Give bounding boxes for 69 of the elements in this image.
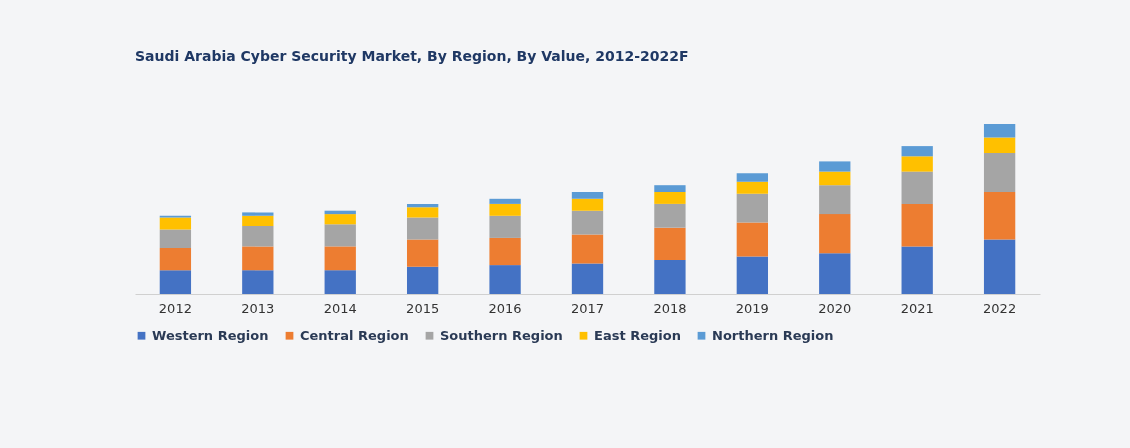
bar xyxy=(654,192,686,204)
bar xyxy=(901,156,933,172)
chart-title: Saudi Arabia Cyber Security Market, By Region, By Value, 2012-2022F xyxy=(135,48,689,64)
bar xyxy=(324,224,356,247)
x-tick-label: 2017 xyxy=(570,300,605,316)
x-tick-label: 2022 xyxy=(983,300,1017,316)
bar xyxy=(819,161,851,172)
x-tick-label: 2013 xyxy=(241,300,275,316)
x-tick-label: 2014 xyxy=(323,300,357,316)
bar xyxy=(406,207,439,218)
bar xyxy=(406,266,439,294)
x-tick-label: 2019 xyxy=(735,300,769,316)
bar xyxy=(654,203,686,228)
bar xyxy=(242,212,274,216)
bar xyxy=(983,152,1016,192)
legend-label: Western Region xyxy=(152,327,269,343)
bar xyxy=(406,217,439,240)
bar xyxy=(819,214,851,254)
bar xyxy=(571,234,604,264)
bar xyxy=(736,222,769,257)
legend-label: Northern Region xyxy=(712,327,834,343)
bar xyxy=(489,215,521,238)
bar xyxy=(242,215,274,226)
bar xyxy=(324,246,356,271)
bar xyxy=(983,192,1016,240)
bar xyxy=(489,237,521,266)
bar xyxy=(819,171,851,186)
x-tick-label: 2015 xyxy=(406,300,440,316)
bar xyxy=(736,256,769,294)
bar xyxy=(242,226,274,247)
legend-label: Southern Region xyxy=(440,327,563,343)
bar xyxy=(819,253,851,294)
bar xyxy=(489,198,521,204)
bar xyxy=(489,203,521,216)
bar xyxy=(654,227,686,260)
bar xyxy=(159,229,192,249)
bar xyxy=(159,217,192,230)
x-tick-label: 2018 xyxy=(653,300,687,316)
bar xyxy=(406,239,439,267)
x-tick-label: 2020 xyxy=(818,300,852,316)
bar xyxy=(571,192,604,199)
bar xyxy=(983,239,1016,294)
bar xyxy=(819,185,851,215)
bar xyxy=(489,265,521,294)
bar xyxy=(654,260,686,294)
bar xyxy=(654,185,686,192)
bar xyxy=(901,246,933,294)
bar xyxy=(736,181,769,194)
bar xyxy=(901,146,933,157)
legend-label: East Region xyxy=(594,327,681,343)
bar xyxy=(242,246,274,271)
bar xyxy=(242,270,274,294)
x-tick-label: 2021 xyxy=(900,300,934,316)
bar xyxy=(571,263,604,294)
x-tick-label: 2012 xyxy=(158,300,192,316)
bar xyxy=(571,210,604,235)
bar xyxy=(159,270,192,294)
legend-label: Central Region xyxy=(300,327,409,343)
x-tick-label: 2016 xyxy=(488,300,522,316)
bar xyxy=(983,124,1016,138)
bar xyxy=(159,248,192,271)
bar xyxy=(901,203,933,247)
bar xyxy=(983,137,1016,153)
bar xyxy=(736,193,769,223)
bar xyxy=(736,173,769,182)
bar xyxy=(324,270,356,294)
bar xyxy=(901,171,933,204)
bar xyxy=(324,214,356,225)
bar xyxy=(571,198,604,211)
